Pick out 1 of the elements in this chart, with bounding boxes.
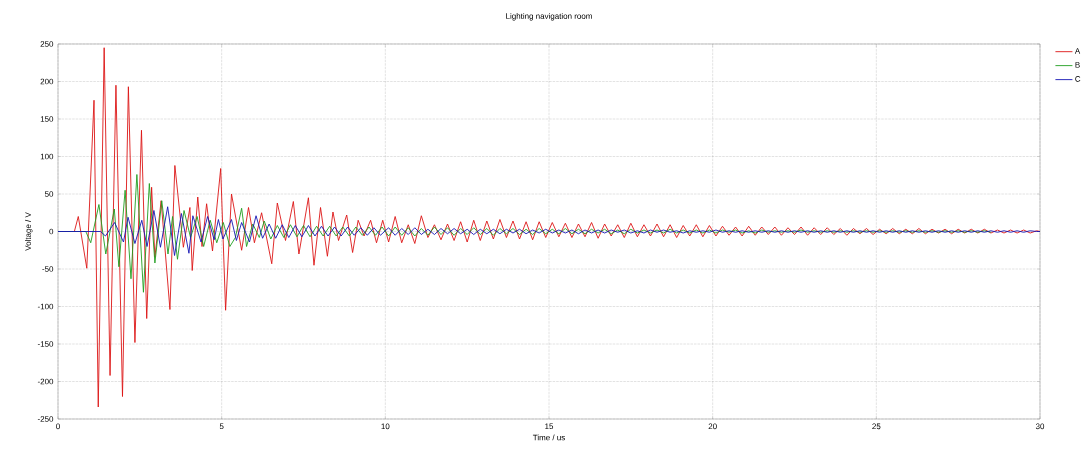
line-series (58, 206, 1041, 256)
